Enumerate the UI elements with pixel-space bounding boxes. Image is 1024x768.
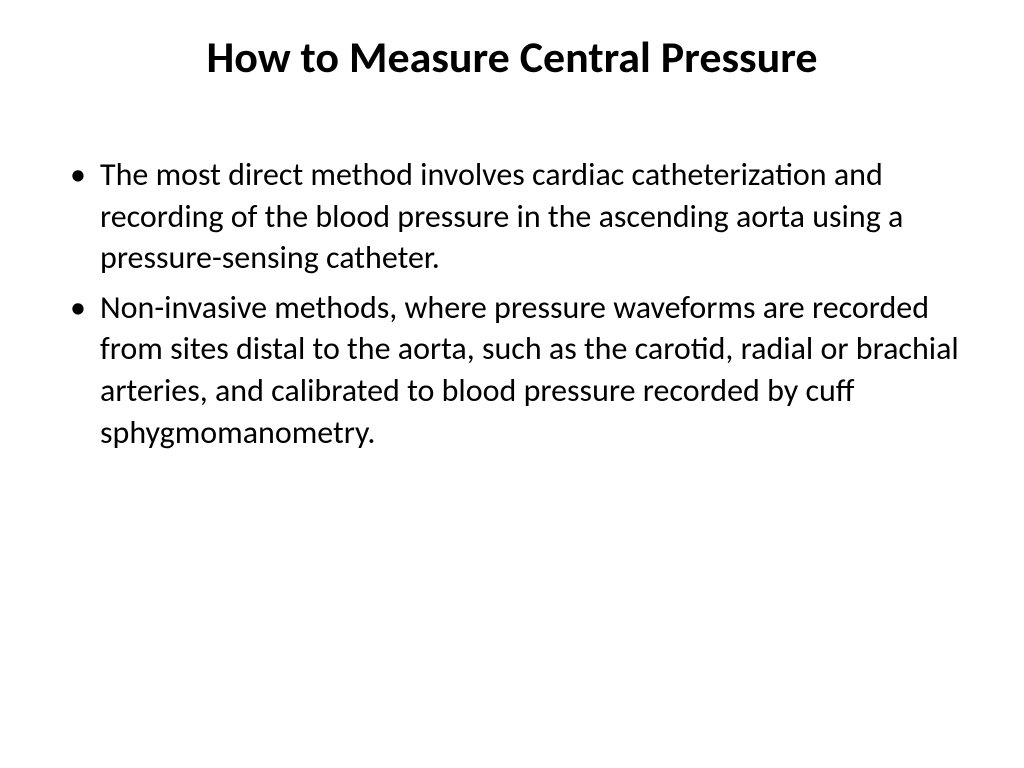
bullet-item: The most direct method involves cardiac … [60, 154, 964, 279]
bullet-list: The most direct method involves cardiac … [60, 154, 964, 453]
bullet-item: Non-invasive methods, where pressure wav… [60, 287, 964, 453]
slide-title: How to Measure Central Pressure [60, 30, 964, 84]
